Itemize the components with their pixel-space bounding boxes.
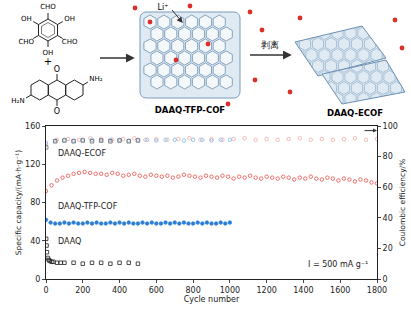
svg-text:剥离: 剥离 [261, 40, 279, 50]
svg-text:40: 40 [30, 237, 40, 246]
svg-text:60: 60 [383, 183, 393, 192]
svg-text:160: 160 [25, 122, 40, 131]
svg-text:1400: 1400 [293, 286, 313, 295]
svg-text:CHO: CHO [40, 3, 56, 11]
svg-text:1000: 1000 [220, 286, 240, 295]
svg-text:OH: OH [21, 15, 32, 23]
svg-text:DAAQ-ECOF: DAAQ-ECOF [58, 149, 106, 158]
svg-text:DAAQ-TFP-COF: DAAQ-TFP-COF [58, 202, 118, 211]
svg-text:80: 80 [383, 152, 393, 161]
svg-text:80: 80 [30, 198, 40, 207]
svg-text:1800: 1800 [367, 286, 387, 295]
svg-text:CHO: CHO [62, 38, 78, 46]
svg-text:0: 0 [35, 275, 40, 284]
svg-text:OH: OH [42, 49, 54, 57]
svg-text:100: 100 [383, 122, 398, 131]
svg-text:800: 800 [185, 286, 200, 295]
svg-text:CHO: CHO [18, 38, 34, 46]
svg-text:0: 0 [383, 275, 388, 284]
svg-text:Li⁺: Li⁺ [158, 3, 169, 12]
svg-text:Specific capacity/(mA·h·g⁻¹): Specific capacity/(mA·h·g⁻¹) [14, 150, 23, 255]
svg-text:0: 0 [43, 286, 48, 295]
svg-text:200: 200 [75, 286, 90, 295]
svg-text:40: 40 [383, 214, 393, 223]
svg-text:O: O [54, 107, 60, 116]
svg-text:NH₂: NH₂ [89, 75, 103, 83]
svg-text:1200: 1200 [256, 286, 276, 295]
svg-text:I = 500 mA g⁻¹: I = 500 mA g⁻¹ [308, 260, 368, 269]
svg-text:20: 20 [383, 244, 393, 253]
svg-text:DAAQ-TFP-COF: DAAQ-TFP-COF [155, 105, 226, 115]
svg-text:+: + [44, 56, 52, 67]
svg-text:400: 400 [112, 286, 127, 295]
svg-text:600: 600 [149, 286, 164, 295]
svg-text:Cycle number: Cycle number [184, 295, 240, 304]
svg-text:O: O [54, 65, 60, 74]
svg-text:1600: 1600 [330, 286, 350, 295]
svg-text:OH: OH [64, 15, 75, 23]
svg-text:120: 120 [25, 160, 40, 169]
svg-text:H₂N: H₂N [11, 97, 24, 105]
svg-text:DAAQ-ECOF: DAAQ-ECOF [327, 108, 383, 118]
svg-text:DAAQ: DAAQ [58, 237, 81, 246]
svg-text:Coulombic efficiency/%: Coulombic efficiency/% [398, 159, 407, 247]
